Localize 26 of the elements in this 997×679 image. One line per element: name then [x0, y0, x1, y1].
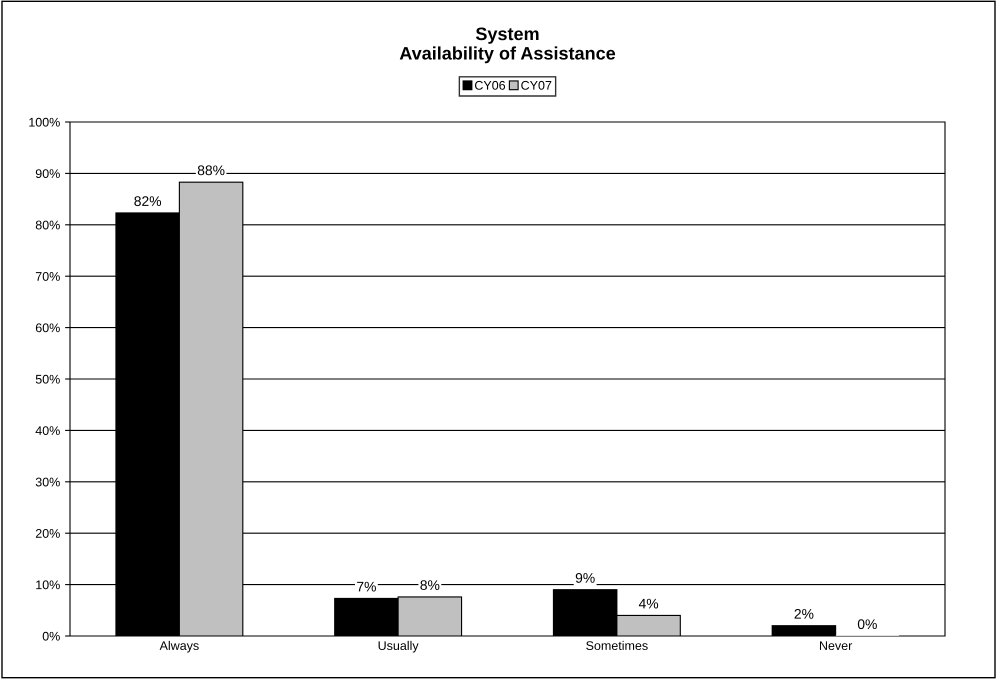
chart-title: System Availability of Assistance [400, 27, 616, 64]
data-label: 82% [134, 196, 162, 206]
legend-label: CY07 [521, 80, 552, 90]
legend-label: CY06 [474, 80, 506, 90]
x-tick-label: Always [160, 640, 199, 653]
y-tick-label: 40% [36, 426, 60, 436]
data-label: 4% [638, 598, 658, 608]
y-tick-label: 50% [36, 374, 60, 384]
x-tick-label: Sometimes [586, 640, 648, 650]
y-tick-label: 80% [36, 220, 60, 230]
x-tick-label: Usually [378, 640, 419, 653]
data-label: 8% [420, 580, 440, 590]
data-label: 2% [794, 608, 814, 619]
data-label: 7% [357, 582, 376, 592]
y-tick-label: 90% [36, 169, 60, 178]
y-tick-label: 0% [42, 632, 60, 641]
data-label: 0% [858, 619, 877, 630]
data-label: 88% [198, 165, 224, 176]
y-tick-label: 30% [36, 478, 60, 486]
y-tick-label: 70% [36, 272, 60, 281]
y-tick-label: 100% [29, 118, 60, 127]
y-tick-label: 60% [36, 323, 60, 332]
y-tick-label: 20% [36, 529, 60, 538]
x-tick-label: Never [820, 641, 852, 650]
y-tick-label: 10% [36, 580, 60, 590]
data-label: 9% [576, 572, 595, 583]
